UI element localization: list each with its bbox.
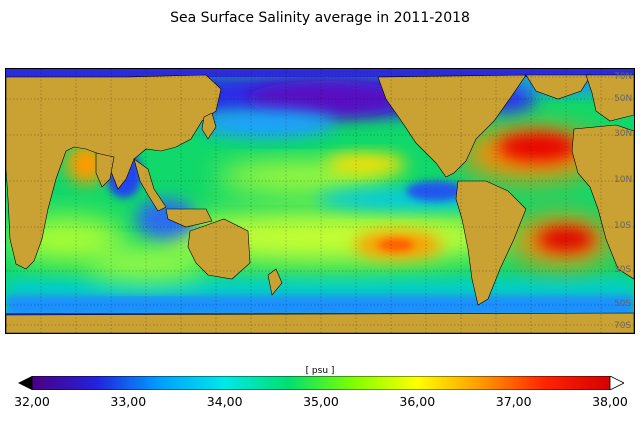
land-japan xyxy=(201,112,217,140)
map-title: Sea Surface Salinity average in 2011-201… xyxy=(170,10,470,26)
colorbar-gradient xyxy=(31,376,611,390)
lat-label-70s: 70S xyxy=(614,321,632,331)
land-masses xyxy=(6,74,634,333)
colorbar-tick-label: 36,00 xyxy=(399,394,436,409)
lat-label-30s: 30S xyxy=(614,265,632,275)
lat-label-10n: 10N xyxy=(614,175,633,185)
land-greenland xyxy=(525,74,592,100)
land-north-america xyxy=(377,74,527,178)
colorbar-tick-label: 37,00 xyxy=(495,394,532,409)
land-southeast-asia xyxy=(133,158,167,212)
salinity-map: 70N 50N 30N 10N 10S 30S 50S 70S xyxy=(5,68,635,334)
colorbar xyxy=(18,376,624,390)
colorbar-tick-label: 35,00 xyxy=(303,394,339,409)
land-europe xyxy=(585,74,634,122)
land-south-america xyxy=(455,180,527,306)
lat-label-70n: 70N xyxy=(614,72,633,82)
lat-label-30n: 30N xyxy=(614,129,633,139)
lat-label-10s: 10S xyxy=(614,221,632,231)
colorbar-tick-label: 33,00 xyxy=(110,394,147,409)
colorbar-tick-label: 32,00 xyxy=(14,394,50,409)
lat-label-50s: 50S xyxy=(614,299,632,309)
colorbar-extend-high xyxy=(609,376,624,390)
land-africa-east xyxy=(571,124,634,280)
colorbar-tick-label: 38,00 xyxy=(592,394,628,409)
salinity-field xyxy=(6,69,634,333)
land-australia xyxy=(187,218,251,280)
colorbar-unit: [ psu ] xyxy=(305,366,335,376)
colorbar-tick-label: 34,00 xyxy=(206,394,243,409)
land-india xyxy=(95,152,115,188)
lat-label-50n: 50N xyxy=(614,94,633,104)
land-antarctica xyxy=(6,312,634,333)
colorbar-extend-low xyxy=(18,376,32,390)
land-indonesia xyxy=(165,208,213,228)
